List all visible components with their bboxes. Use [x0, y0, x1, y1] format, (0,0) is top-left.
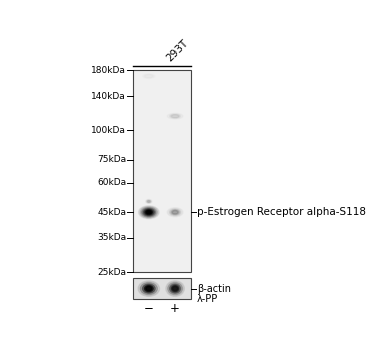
- Text: 100kDa: 100kDa: [91, 126, 126, 135]
- Ellipse shape: [143, 209, 155, 216]
- Ellipse shape: [145, 75, 153, 78]
- Ellipse shape: [140, 207, 158, 218]
- Text: λ-PP: λ-PP: [197, 294, 218, 304]
- Ellipse shape: [168, 282, 183, 295]
- Ellipse shape: [172, 210, 178, 214]
- Text: 180kDa: 180kDa: [91, 66, 126, 75]
- Bar: [133, 278, 190, 299]
- Text: 75kDa: 75kDa: [97, 155, 126, 164]
- Text: 293T: 293T: [165, 38, 190, 64]
- Ellipse shape: [171, 285, 179, 292]
- Ellipse shape: [166, 281, 184, 296]
- Ellipse shape: [169, 284, 181, 293]
- Text: p-Estrogen Receptor alpha-S118: p-Estrogen Receptor alpha-S118: [197, 207, 366, 217]
- Text: +: +: [170, 302, 180, 315]
- Ellipse shape: [148, 201, 150, 202]
- Ellipse shape: [147, 211, 151, 213]
- Ellipse shape: [167, 208, 183, 217]
- Ellipse shape: [146, 210, 152, 214]
- Ellipse shape: [146, 286, 152, 291]
- Text: 25kDa: 25kDa: [97, 268, 126, 277]
- Text: 45kDa: 45kDa: [97, 208, 126, 217]
- Ellipse shape: [169, 209, 181, 216]
- Ellipse shape: [170, 114, 180, 118]
- Text: 140kDa: 140kDa: [92, 92, 126, 100]
- Text: 60kDa: 60kDa: [97, 178, 126, 187]
- Ellipse shape: [171, 210, 179, 215]
- Bar: [133, 70, 190, 272]
- Ellipse shape: [146, 199, 152, 203]
- Ellipse shape: [144, 285, 153, 292]
- Ellipse shape: [171, 115, 179, 118]
- Ellipse shape: [142, 284, 155, 293]
- Ellipse shape: [145, 210, 153, 215]
- Ellipse shape: [140, 282, 157, 295]
- Ellipse shape: [172, 286, 178, 291]
- Ellipse shape: [148, 211, 150, 213]
- Text: −: −: [144, 302, 154, 315]
- Text: 35kDa: 35kDa: [97, 233, 126, 243]
- Text: β-actin: β-actin: [197, 284, 231, 294]
- Ellipse shape: [138, 281, 159, 296]
- Ellipse shape: [147, 200, 151, 203]
- Ellipse shape: [138, 206, 159, 219]
- Ellipse shape: [142, 208, 156, 217]
